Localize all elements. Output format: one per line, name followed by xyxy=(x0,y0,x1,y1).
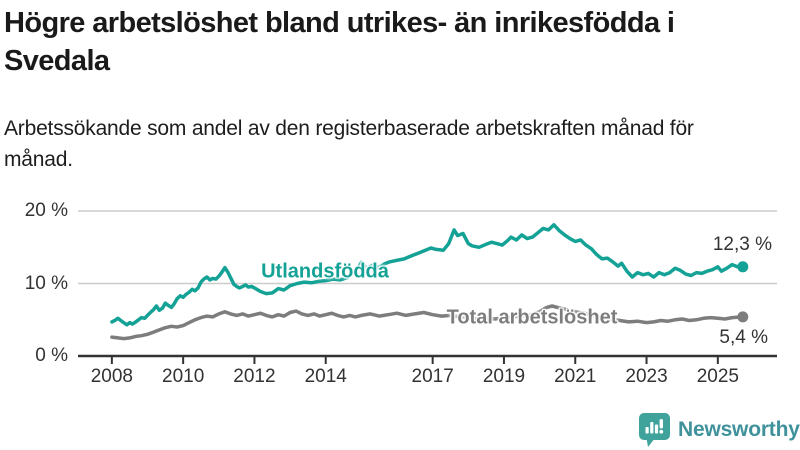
end-value-label-total: 5,4 % xyxy=(719,327,768,348)
x-axis-tick-label: 2021 xyxy=(554,366,597,387)
x-axis-tick-label: 2008 xyxy=(90,366,133,387)
newsworthy-logo[interactable]: Newsworthy xyxy=(638,412,800,448)
chart-subtitle: Arbetssökande som andel av den registerb… xyxy=(4,117,694,171)
series-line-0 xyxy=(110,223,745,327)
x-axis-tick-label: 2019 xyxy=(482,366,526,387)
end-value-label-utlandsfodda: 12,3 % xyxy=(712,234,772,255)
bar-chart-speech-bubble-icon xyxy=(638,412,671,448)
x-axis-tick-label: 2025 xyxy=(696,366,739,387)
logo-text: Newsworthy xyxy=(678,418,800,441)
x-axis-tick-label: 2017 xyxy=(411,366,454,387)
series-end-dot-1 xyxy=(737,311,749,323)
series-label-utlandsfodda: Utlandsfödda xyxy=(261,260,389,283)
y-axis-tick-label: 0 % xyxy=(35,345,68,366)
x-axis-tick-label: 2012 xyxy=(233,366,276,387)
series-end-dot-0 xyxy=(737,261,749,273)
y-axis-tick-label: 10 % xyxy=(24,272,68,294)
y-axis-tick-label: 20 % xyxy=(24,200,68,221)
x-axis-tick-label: 2014 xyxy=(304,366,347,387)
x-axis-tick-label: 2010 xyxy=(162,366,205,387)
series-line-1 xyxy=(110,304,745,341)
series-label-total-arbetsloshet: Total arbetslöshet xyxy=(446,306,618,329)
page-title: Högre arbetslöshet bland utrikes- än inr… xyxy=(4,7,675,77)
x-axis-tick-label: 2023 xyxy=(625,366,668,387)
